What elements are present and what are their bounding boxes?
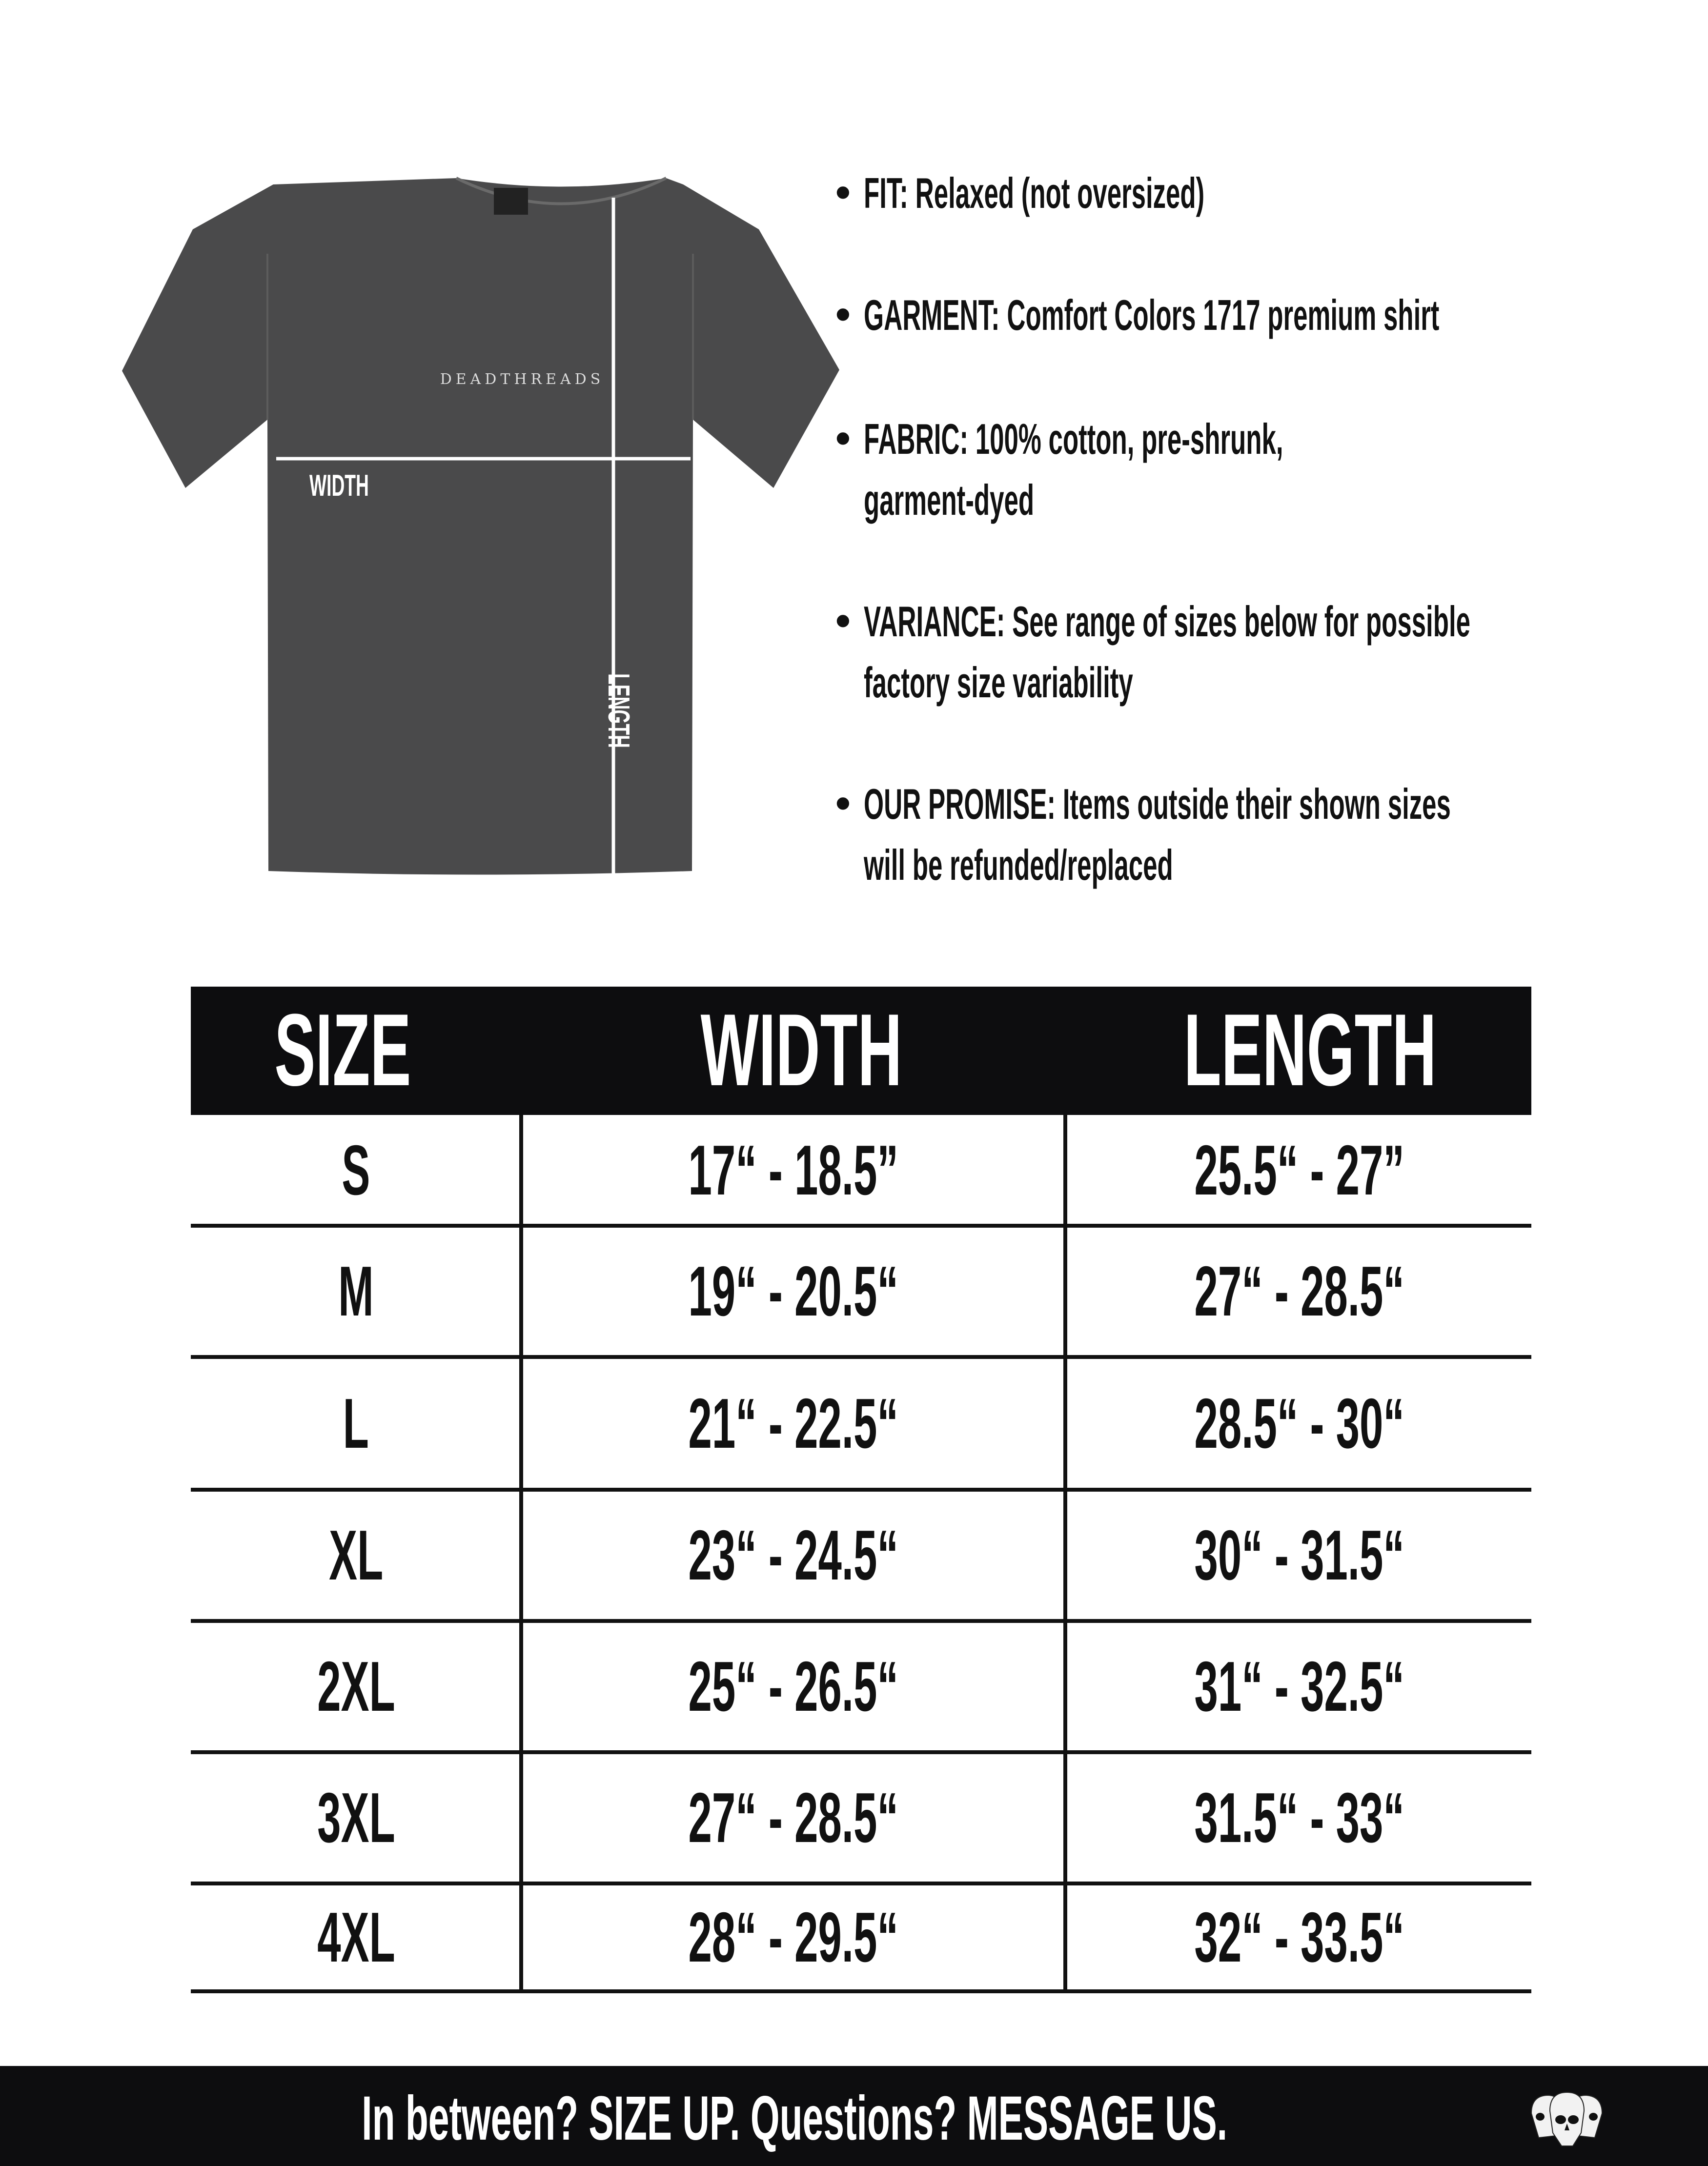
- cell-length: 25.5“ - 27”: [1194, 1131, 1404, 1210]
- cell-length: 28.5“ - 30“: [1194, 1384, 1404, 1463]
- bullet-icon: •: [835, 414, 851, 462]
- spec-promise: OUR PROMISE: Items outside their shown s…: [864, 780, 1451, 828]
- cell-width: 25“ - 26.5“: [688, 1647, 898, 1726]
- cell-size: S: [342, 1131, 370, 1210]
- header-length: LENGTH: [1184, 992, 1437, 1107]
- cell-width: 19“ - 20.5“: [688, 1252, 898, 1331]
- spec-garment: GARMENT: Comfort Colors 1717 premium shi…: [864, 291, 1440, 339]
- cell-width: 28“ - 29.5“: [688, 1898, 898, 1977]
- row-divider: [191, 1989, 1531, 1993]
- cell-size: 3XL: [317, 1778, 395, 1857]
- cell-width: 21“ - 22.5“: [688, 1384, 898, 1463]
- spec-promise-line2: will be refunded/replaced: [864, 841, 1173, 889]
- bullet-icon: •: [835, 596, 851, 645]
- cell-length: 32“ - 33.5“: [1194, 1898, 1404, 1977]
- spec-fit: FIT: Relaxed (not oversized): [864, 169, 1205, 217]
- bullet-icon: •: [835, 168, 851, 216]
- table-header: SIZE WIDTH LENGTH: [191, 987, 1531, 1115]
- cell-size: M: [338, 1252, 374, 1331]
- cell-length: 27“ - 28.5“: [1194, 1252, 1404, 1331]
- cell-width: 23“ - 24.5“: [688, 1516, 898, 1595]
- bullet-icon: •: [835, 290, 851, 338]
- cell-width: 17“ - 18.5”: [688, 1131, 898, 1210]
- cell-length: 31“ - 32.5“: [1194, 1647, 1404, 1726]
- length-label: LENGTH: [602, 673, 635, 748]
- print-text: DEADTHREADS: [440, 371, 605, 388]
- column-divider: [519, 1115, 523, 1993]
- row-divider: [191, 1882, 1531, 1885]
- tshirt-image: [122, 177, 839, 875]
- header-size: SIZE: [274, 992, 411, 1107]
- spec-fabric-line2: garment-dyed: [864, 476, 1035, 524]
- three-skulls-icon: [1530, 2091, 1603, 2146]
- footer-text: In between? SIZE UP. Questions? MESSAGE …: [362, 2084, 1227, 2153]
- shirt-diagram: DEADTHREADS WIDTH LENGTH: [117, 166, 849, 888]
- cell-width: 27“ - 28.5“: [688, 1778, 898, 1857]
- width-label: WIDTH: [309, 469, 369, 503]
- cell-size: 4XL: [317, 1898, 395, 1977]
- row-divider: [191, 1224, 1531, 1228]
- row-divider: [191, 1488, 1531, 1492]
- spec-variance-line2: factory size variability: [864, 658, 1133, 707]
- cell-size: 2XL: [317, 1647, 395, 1726]
- header-width: WIDTH: [700, 992, 902, 1107]
- cell-size: XL: [328, 1516, 384, 1595]
- footer-bar: In between? SIZE UP. Questions? MESSAGE …: [0, 2066, 1708, 2166]
- spec-variance: VARIANCE: See range of sizes below for p…: [864, 597, 1471, 646]
- cell-length: 30“ - 31.5“: [1194, 1516, 1404, 1595]
- row-divider: [191, 1355, 1531, 1359]
- row-divider: [191, 1619, 1531, 1623]
- cell-size: L: [343, 1384, 369, 1463]
- column-divider: [1063, 1115, 1067, 1993]
- row-divider: [191, 1750, 1531, 1754]
- cell-length: 31.5“ - 33“: [1194, 1778, 1404, 1857]
- spec-fabric: FABRIC: 100% cotton, pre-shrunk,: [864, 415, 1283, 463]
- bullet-icon: •: [835, 779, 851, 827]
